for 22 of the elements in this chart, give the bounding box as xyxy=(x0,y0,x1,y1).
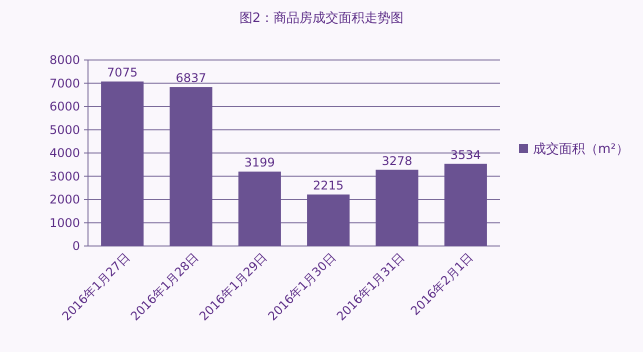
y-tick-label: 7000 xyxy=(49,76,80,90)
y-tick-label: 3000 xyxy=(49,169,80,184)
data-label: 3278 xyxy=(382,154,412,168)
y-tick-label: 1000 xyxy=(49,216,80,230)
data-label: 6837 xyxy=(176,71,206,86)
bar xyxy=(101,82,144,246)
data-label: 2215 xyxy=(313,178,344,192)
bar xyxy=(307,194,350,246)
y-tick-label: 2000 xyxy=(49,192,80,206)
bar xyxy=(238,172,281,246)
y-tick-label: 0 xyxy=(72,239,80,253)
y-tick-label: 8000 xyxy=(49,53,80,67)
bar xyxy=(170,87,212,246)
legend-label: 成交面积（m²） xyxy=(533,141,629,157)
data-label: 3199 xyxy=(244,156,275,170)
data-label: 7075 xyxy=(107,66,138,80)
y-tick-label: 5000 xyxy=(49,122,80,137)
y-tick-label: 6000 xyxy=(49,100,80,114)
chart-title: 图2：商品房成交面积走势图 xyxy=(239,10,404,26)
bar xyxy=(444,164,487,246)
y-tick-label: 4000 xyxy=(49,146,80,160)
bar xyxy=(376,170,418,246)
